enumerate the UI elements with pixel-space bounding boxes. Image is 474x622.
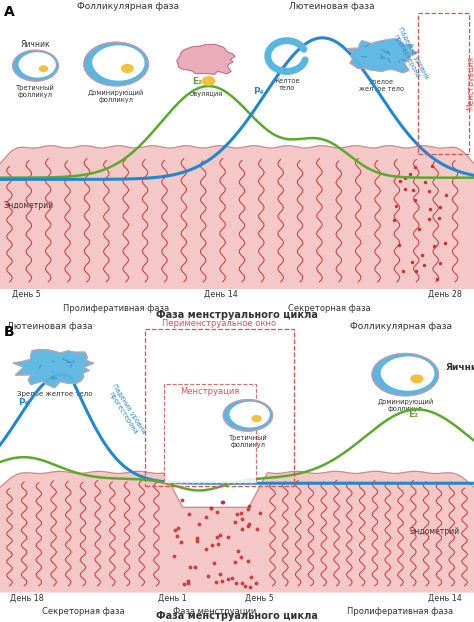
Bar [164,384,256,483]
Text: День 14: День 14 [203,290,237,299]
Text: День 14: День 14 [428,593,462,602]
Circle shape [84,42,148,86]
Text: Пролиферативная фаза: Пролиферативная фаза [63,304,169,313]
Text: Фолликулярная фаза: Фолликулярная фаза [349,322,452,331]
Text: Третичный
фолликул: Третичный фолликул [16,84,55,98]
Text: A: A [4,5,15,19]
Text: Третичный
фолликул: Третичный фолликул [228,434,267,448]
Polygon shape [347,39,419,73]
Text: День 18: День 18 [10,593,44,602]
Text: Падение уровня
прогестерона: Падение уровня прогестерона [105,383,146,439]
Circle shape [372,353,438,396]
Circle shape [231,402,269,427]
Text: Фаза менструального цикла: Фаза менструального цикла [156,310,318,320]
Circle shape [93,46,144,80]
Polygon shape [13,350,94,388]
Text: Яичник: Яичник [446,363,474,371]
Text: Овуляция: Овуляция [189,91,223,96]
Text: Лютеиновая фаза: Лютеиновая фаза [7,322,92,331]
Circle shape [382,360,422,386]
Circle shape [19,53,55,77]
Circle shape [93,49,133,76]
Text: E₂: E₂ [408,410,418,419]
Text: Менструация: Менструация [466,56,474,110]
Text: Фолликулярная фаза: Фолликулярная фаза [77,2,179,11]
Text: E₂: E₂ [192,77,202,86]
Circle shape [13,50,58,81]
Circle shape [223,400,273,431]
Text: Секреторная фаза: Секреторная фаза [42,607,124,616]
Text: Зрелое желтое тело: Зрелое желтое тело [17,391,92,397]
Text: День 5: День 5 [12,290,41,299]
Circle shape [202,77,215,85]
Circle shape [411,375,423,383]
Text: Доминирующий
фолликул: Доминирующий фолликул [377,399,433,412]
Text: День 5: День 5 [246,593,274,602]
Text: Лютеиновая фаза: Лютеиновая фаза [289,2,374,11]
Text: P₄: P₄ [18,398,28,407]
Text: Перименструальное окно: Перименструальное окно [162,319,276,328]
Text: Эндометрий: Эндометрий [4,200,54,210]
Text: Пролиферативная фаза: Пролиферативная фаза [347,607,454,616]
Text: Доминирующий
фолликул: Доминирующий фолликул [88,89,144,103]
Text: Секреторная фаза: Секреторная фаза [288,304,371,313]
Circle shape [19,55,47,74]
Text: Фаза менструации: Фаза менструации [173,607,256,616]
Circle shape [122,65,133,72]
Text: P₄: P₄ [254,87,264,96]
Text: Эндометрий: Эндометрий [410,527,460,536]
Circle shape [382,357,434,390]
Bar [418,13,469,154]
Text: День 28: День 28 [428,290,462,299]
Text: День 1: День 1 [158,593,186,602]
Circle shape [39,66,47,72]
Text: Желтое
тело: Желтое тело [273,78,301,91]
Text: Фаза менструального цикла: Фаза менструального цикла [156,611,318,621]
Text: Падение уровня
прогестерона: Падение уровня прогестерона [391,26,429,83]
Circle shape [230,404,261,424]
Circle shape [252,415,261,421]
Text: Яичник: Яичник [21,40,50,49]
Text: B: B [4,325,14,339]
Text: Зрелое
желтое тело: Зрелое желтое тело [359,79,404,92]
Text: Менструация: Менструация [180,387,239,396]
Polygon shape [177,44,235,74]
Bar [145,330,294,486]
